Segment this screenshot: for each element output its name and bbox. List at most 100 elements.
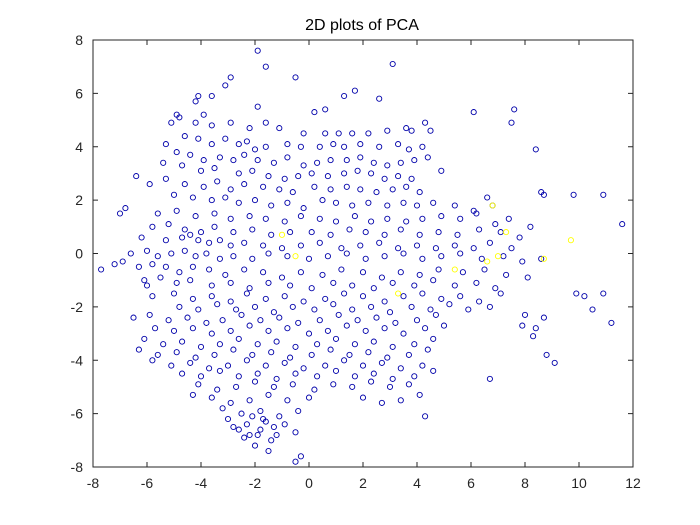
data-point: [570, 191, 577, 198]
data-point: [327, 346, 334, 353]
data-point: [270, 159, 277, 166]
data-point: [289, 303, 296, 310]
chart-title: 2D plots of PCA: [305, 17, 419, 34]
data-point: [354, 317, 361, 324]
data-point: [284, 397, 291, 404]
data-point: [413, 202, 421, 209]
data-point: [503, 271, 510, 278]
data-point: [176, 269, 183, 276]
series-0: [98, 47, 626, 465]
data-point: [376, 95, 383, 102]
data-point: [241, 181, 248, 188]
data-point: [416, 231, 423, 238]
data-point: [567, 237, 574, 244]
data-point: [378, 359, 385, 366]
data-point: [332, 367, 340, 374]
data-point: [365, 199, 372, 206]
data-point: [451, 266, 458, 273]
data-point: [430, 335, 437, 342]
data-point: [497, 290, 504, 297]
data-point: [227, 298, 234, 305]
data-point: [324, 173, 331, 180]
data-point: [187, 277, 194, 284]
data-point: [260, 242, 267, 249]
data-point: [146, 181, 153, 188]
data-marks: [98, 47, 626, 465]
data-point: [257, 407, 264, 415]
data-point: [254, 157, 261, 164]
data-point: [284, 253, 291, 260]
data-point: [408, 175, 415, 182]
x-tick-label: -8: [87, 475, 100, 491]
y-tick-label: 6: [75, 85, 83, 101]
data-point: [370, 159, 377, 166]
data-point: [168, 250, 175, 257]
data-point: [430, 277, 437, 284]
data-point: [133, 173, 140, 180]
data-point: [335, 130, 342, 137]
data-point: [600, 290, 607, 297]
data-point: [362, 327, 369, 334]
data-point: [438, 167, 445, 174]
data-point: [184, 314, 191, 321]
data-point: [503, 229, 510, 236]
data-point: [179, 162, 186, 169]
data-point: [397, 159, 404, 166]
data-point: [308, 285, 315, 292]
data-point: [160, 341, 167, 348]
data-point: [297, 143, 304, 150]
data-point: [197, 229, 205, 236]
data-point: [395, 245, 402, 252]
data-point: [413, 317, 421, 324]
data-point: [519, 322, 526, 329]
y-tick-label: -2: [71, 299, 84, 315]
data-point: [516, 234, 523, 241]
data-point: [235, 426, 242, 433]
x-tick-label: 6: [467, 475, 475, 491]
data-point: [608, 319, 615, 326]
data-point: [276, 186, 283, 193]
data-point: [268, 349, 275, 356]
data-point: [246, 285, 253, 292]
data-point: [389, 343, 396, 350]
data-point: [208, 92, 215, 100]
data-point: [322, 295, 329, 302]
data-point: [268, 437, 275, 444]
data-point: [470, 245, 477, 252]
data-point: [422, 413, 429, 420]
data-point: [284, 154, 291, 161]
data-point: [341, 92, 348, 100]
data-point: [273, 338, 280, 345]
data-point: [305, 255, 313, 262]
data-point: [238, 311, 245, 318]
data-point: [251, 442, 259, 449]
data-point: [227, 186, 234, 193]
data-point: [211, 223, 218, 230]
data-point: [241, 266, 248, 273]
data-point: [365, 349, 372, 356]
data-point: [149, 261, 156, 268]
data-point: [141, 277, 148, 284]
data-point: [314, 373, 321, 380]
data-point: [422, 325, 429, 332]
data-point: [381, 325, 388, 332]
data-point: [432, 311, 439, 318]
data-point: [208, 122, 215, 129]
data-point: [211, 351, 218, 358]
data-point: [419, 362, 426, 369]
data-point: [154, 351, 161, 358]
data-point: [197, 343, 205, 350]
data-point: [135, 263, 142, 270]
data-point: [270, 423, 277, 431]
data-point: [154, 253, 161, 260]
data-point: [540, 191, 547, 198]
data-point: [262, 63, 269, 70]
data-point: [189, 295, 196, 302]
y-tick-label: 8: [75, 32, 83, 48]
data-point: [251, 146, 259, 153]
x-tick-label: 10: [571, 475, 587, 491]
data-point: [249, 167, 256, 174]
data-point: [173, 207, 180, 214]
data-point: [365, 130, 372, 137]
data-point: [338, 245, 345, 252]
